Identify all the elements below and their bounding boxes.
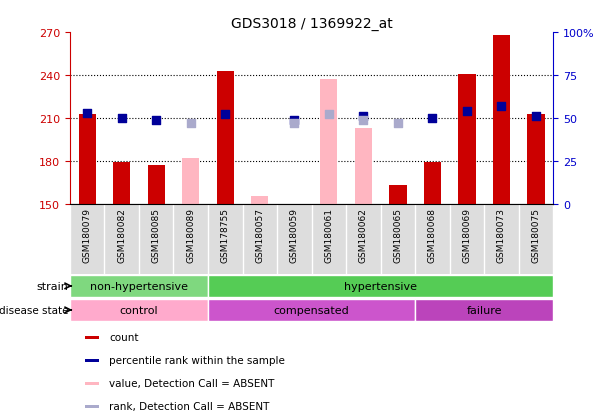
Text: GSM180089: GSM180089 [186,207,195,262]
Point [427,115,437,122]
Point [82,110,92,117]
Point [359,114,368,120]
Bar [527,114,545,204]
Bar [354,128,372,204]
Text: hypertensive: hypertensive [344,281,417,291]
Text: strain: strain [36,281,68,291]
Text: GSM180061: GSM180061 [324,207,333,262]
Text: GSM180062: GSM180062 [359,207,368,262]
Point [117,115,126,122]
Point [221,112,230,119]
Point [289,117,299,123]
Text: GSM180068: GSM180068 [428,207,437,262]
Bar [208,299,415,321]
Bar [251,197,269,204]
Text: compensated: compensated [274,305,350,315]
Bar [113,163,130,204]
Bar [320,80,337,204]
Bar [70,275,208,297]
Text: percentile rank within the sample: percentile rank within the sample [109,355,285,365]
Text: GSM180069: GSM180069 [463,207,471,262]
Bar [70,299,208,321]
Text: rank, Detection Call = ABSENT: rank, Detection Call = ABSENT [109,401,270,411]
Point [462,108,472,115]
Text: GSM180085: GSM180085 [152,207,161,262]
Point [186,120,196,127]
Bar [493,36,510,204]
Bar [148,166,165,204]
Text: GSM178755: GSM178755 [221,207,230,262]
Bar [216,71,234,204]
Title: GDS3018 / 1369922_at: GDS3018 / 1369922_at [230,17,393,31]
Text: non-hypertensive: non-hypertensive [90,281,188,291]
Point [151,117,161,123]
Point [324,112,334,119]
Bar [415,299,553,321]
Text: control: control [120,305,158,315]
Text: GSM180073: GSM180073 [497,207,506,262]
Bar [85,359,98,362]
Text: GSM180057: GSM180057 [255,207,264,262]
Bar [78,114,96,204]
Text: failure: failure [466,305,502,315]
Bar [458,74,475,204]
Bar [389,185,407,204]
Text: GSM180059: GSM180059 [290,207,299,262]
Bar [85,337,98,339]
Bar [85,382,98,385]
Point [359,117,368,123]
Text: GSM180075: GSM180075 [531,207,541,262]
Text: value, Detection Call = ABSENT: value, Detection Call = ABSENT [109,378,275,388]
Text: GSM180079: GSM180079 [83,207,92,262]
Point [531,114,541,120]
Bar [208,275,553,297]
Text: disease state: disease state [0,305,68,315]
Point [497,103,506,110]
Text: GSM180082: GSM180082 [117,207,126,262]
Point [289,120,299,127]
Bar [182,159,199,204]
Bar [424,163,441,204]
Bar [85,405,98,408]
Point [393,120,402,127]
Text: count: count [109,332,139,342]
Text: GSM180065: GSM180065 [393,207,402,262]
